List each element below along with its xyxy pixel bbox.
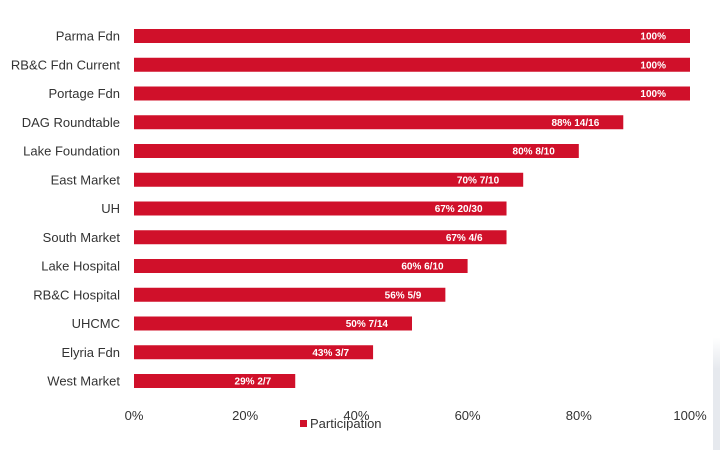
- bar-label-south-market: 67% 4/6: [446, 233, 483, 244]
- category-label-rb-c-hospital: RB&C Hospital: [33, 287, 120, 302]
- legend-swatch-participation: [300, 420, 307, 427]
- x-tick-label: 40%: [343, 408, 369, 423]
- x-tick-label: 0%: [125, 408, 144, 423]
- category-label-portage-fdn: Portage Fdn: [48, 86, 120, 101]
- bar-uh: [134, 201, 507, 216]
- bar-label-east-market: 70% 7/10: [457, 175, 500, 186]
- bar-west-market: [134, 374, 296, 388]
- x-tick-label: 100%: [673, 408, 707, 423]
- category-label-lake-foundation: Lake Foundation: [23, 144, 120, 159]
- bar-label-rb-c-fdn-current: 100%: [640, 60, 666, 71]
- right-edge-shadow: [713, 0, 720, 450]
- bars-group: [134, 29, 690, 388]
- category-labels-group: Parma Fdn RB&C Fdn Current Portage Fdn DAG …: [11, 29, 120, 389]
- category-label-dag-roundtable: DAG Roundtable: [22, 115, 120, 130]
- category-label-elyria-fdn: Elyria Fdn: [61, 345, 120, 360]
- bar-label-uh: 67% 20/30: [435, 204, 483, 215]
- bar-label-portage-fdn: 100%: [640, 89, 666, 100]
- bar-label-elyria-fdn: 43% 3/7: [312, 348, 349, 359]
- bar-labels-group: 100% 100% 100% 88% 14/16 80% 8/10 70% 7/10 67%…: [235, 32, 667, 388]
- category-label-lake-hospital: Lake Hospital: [41, 259, 120, 274]
- bar-label-lake-foundation: 80% 8/10: [513, 147, 556, 158]
- bar-dag-roundtable: [134, 115, 624, 130]
- x-tick-label: 20%: [232, 408, 258, 423]
- bar-lake-foundation: [134, 144, 579, 158]
- bar-label-parma-fdn: 100%: [640, 32, 666, 43]
- bar-rb-c-fdn-current: [134, 57, 690, 72]
- bar-south-market: [134, 230, 507, 245]
- bar-label-dag-roundtable: 88% 14/16: [551, 118, 599, 129]
- category-label-rb-c-fdn-current: RB&C Fdn Current: [11, 57, 120, 72]
- bar-label-west-market: 29% 2/7: [235, 377, 272, 388]
- bar-portage-fdn: [134, 86, 690, 101]
- bar-elyria-fdn: [134, 345, 374, 360]
- category-label-parma-fdn: Parma Fdn: [56, 29, 120, 44]
- legend: Participation: [300, 416, 382, 431]
- bar-uhcmc: [134, 316, 412, 331]
- bar-east-market: [134, 172, 524, 187]
- x-tick-labels-group: 0% 20% 40% 60% 80% 100%: [125, 408, 707, 423]
- category-label-west-market: West Market: [47, 374, 120, 389]
- bar-rb-c-hospital: [134, 287, 446, 302]
- category-label-uhcmc: UHCMC: [72, 316, 120, 331]
- bar-label-lake-hospital: 60% 6/10: [401, 262, 444, 273]
- x-tick-label: 80%: [566, 408, 592, 423]
- bar-label-rb-c-hospital: 56% 5/9: [385, 290, 422, 301]
- x-tick-label: 60%: [455, 408, 481, 423]
- category-label-south-market: South Market: [43, 230, 121, 245]
- legend-label-participation: Participation: [310, 416, 382, 431]
- category-label-uh: UH: [101, 201, 120, 216]
- bar-lake-hospital: [134, 259, 468, 273]
- category-label-east-market: East Market: [51, 172, 121, 187]
- bar-label-uhcmc: 50% 7/14: [346, 319, 389, 330]
- bar-parma-fdn: [134, 29, 690, 43]
